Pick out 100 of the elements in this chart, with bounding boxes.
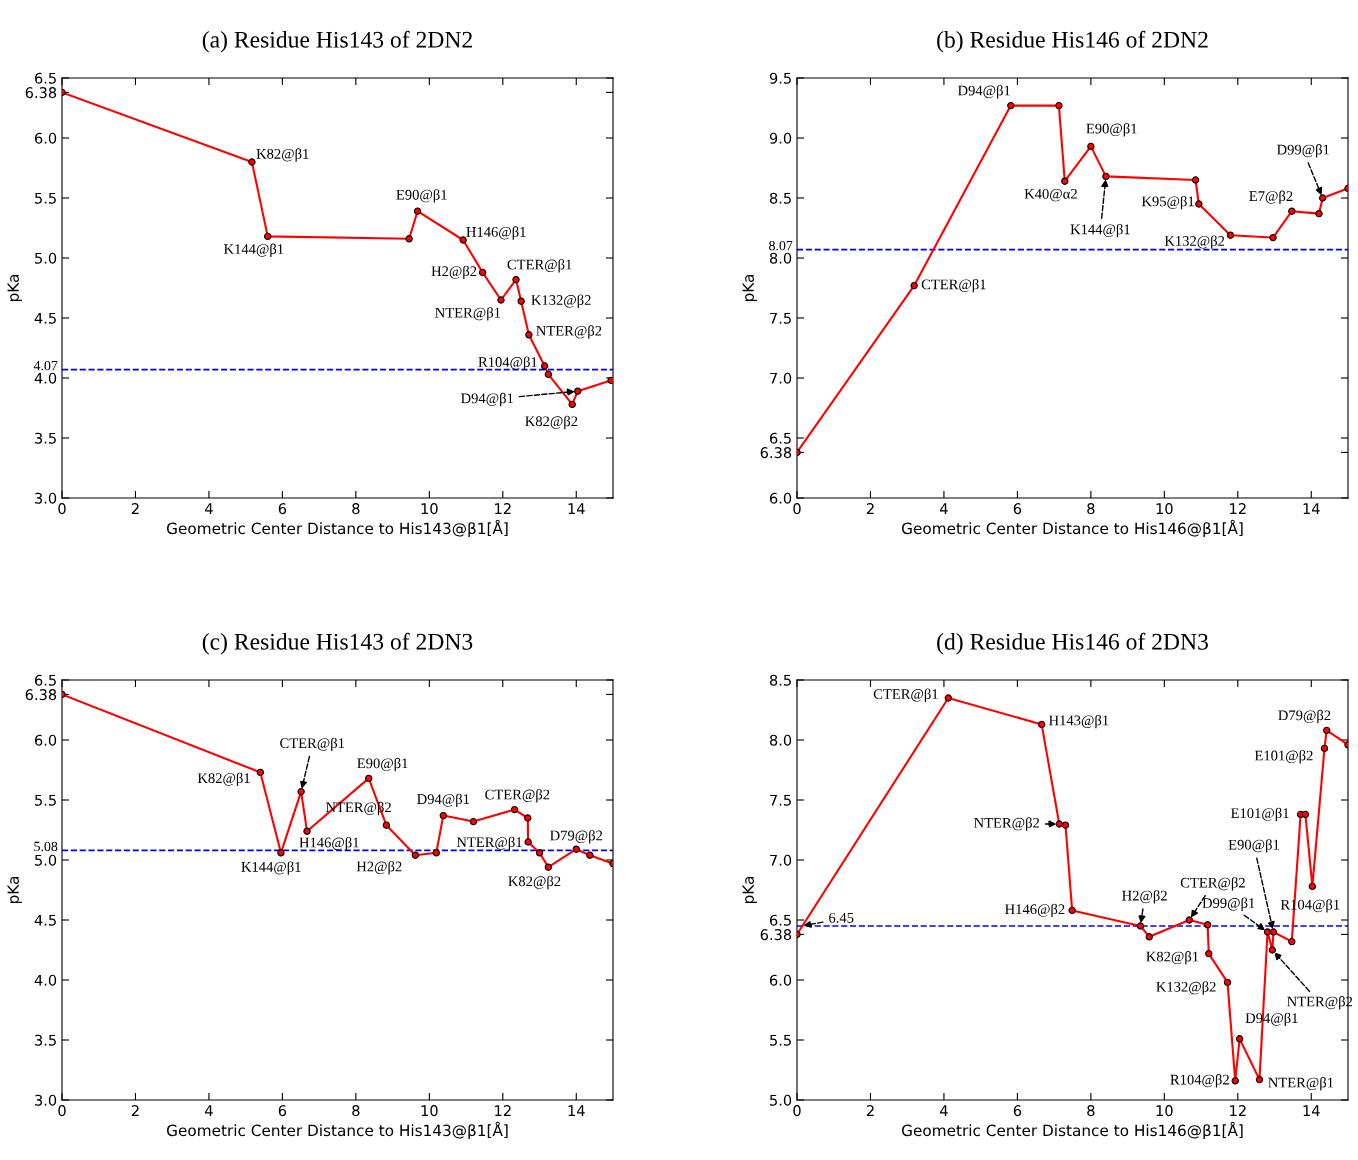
point bbox=[1102, 172, 1110, 181]
y-tick-label: 7.5 bbox=[770, 312, 791, 324]
annotation: K132@β2 bbox=[1164, 235, 1225, 249]
annotation: K82@β1 bbox=[197, 772, 250, 787]
y-tick-label: 6.0 bbox=[769, 492, 792, 504]
y-tick-label: 6.5 bbox=[34, 674, 56, 686]
point bbox=[1288, 207, 1296, 215]
annotation: D79@β2 bbox=[550, 830, 603, 844]
x-tick-label: 8 bbox=[1087, 503, 1095, 515]
annotation: E90@β1 bbox=[1086, 123, 1137, 137]
point bbox=[248, 158, 256, 166]
x-tick-label: 6 bbox=[1013, 1105, 1022, 1117]
y-tick-label: 6.0 bbox=[769, 974, 792, 986]
point bbox=[1068, 906, 1076, 915]
annotation: K40@α2 bbox=[1024, 188, 1077, 202]
y-tick-label: 6.38 bbox=[25, 689, 57, 701]
y-axis-title: pKa bbox=[7, 876, 22, 904]
x-tick-label: 6 bbox=[278, 1105, 287, 1117]
x-tick-label: 10 bbox=[1156, 1105, 1173, 1117]
annotation: R104@β1 bbox=[478, 356, 537, 370]
x-tick-label: 14 bbox=[1303, 1105, 1320, 1116]
x-axis-title: Geometric Center Distance to His143@β1[Å] bbox=[166, 1121, 508, 1140]
point bbox=[1087, 142, 1095, 151]
point bbox=[512, 275, 520, 284]
annotation: CTER@β1 bbox=[873, 688, 938, 702]
annotation: D94@β1 bbox=[957, 85, 1010, 99]
y-tick-label: 8.5 bbox=[769, 674, 791, 686]
annotation: CTER@β1 bbox=[921, 278, 986, 293]
annotation: K82@β1 bbox=[256, 148, 309, 162]
annotation: K132@β2 bbox=[531, 294, 591, 308]
point bbox=[586, 851, 594, 859]
point bbox=[910, 281, 918, 290]
annotation: H146@β2 bbox=[1005, 903, 1065, 918]
annotation: CTER@β1 bbox=[507, 259, 572, 273]
y-tick-label: 3.0 bbox=[35, 1094, 57, 1106]
x-tick-label: 0 bbox=[58, 1105, 66, 1117]
x-tick-label: 2 bbox=[131, 503, 139, 514]
y-tick-label: 3.0 bbox=[35, 492, 57, 504]
y-tick-label: 5.0 bbox=[35, 854, 57, 866]
annotation: K82@β1 bbox=[1146, 951, 1199, 965]
annotation: E101@β2 bbox=[1254, 750, 1313, 764]
point bbox=[1308, 882, 1317, 891]
point bbox=[413, 207, 422, 215]
y-tick-label: 5.5 bbox=[770, 1034, 791, 1046]
point bbox=[544, 863, 553, 871]
x-tick-label: 6 bbox=[278, 503, 287, 515]
y-axis-title: pKa bbox=[7, 274, 22, 302]
point bbox=[1268, 946, 1277, 954]
ref-line-label: 5.08 bbox=[34, 841, 58, 852]
y-tick-label: 6.38 bbox=[760, 929, 792, 941]
point bbox=[1231, 1077, 1239, 1085]
x-axis-title: Geometric Center Distance to His146@β1[Å] bbox=[901, 519, 1243, 538]
point bbox=[1320, 744, 1329, 753]
point bbox=[1061, 177, 1069, 185]
point bbox=[1288, 937, 1296, 946]
chart-title: (a) Residue His143 of 2DN2 bbox=[202, 30, 472, 53]
annotation: 6.45 bbox=[829, 912, 854, 923]
x-tick-label: 8 bbox=[352, 1105, 360, 1117]
y-tick-label: 5.5 bbox=[35, 794, 56, 806]
point bbox=[535, 849, 544, 857]
annotation: NTER@β1 bbox=[456, 836, 522, 851]
x-tick-label: 8 bbox=[352, 503, 360, 515]
point bbox=[524, 814, 532, 822]
y-tick-label: 8.5 bbox=[769, 192, 791, 204]
annotation: CTER@β2 bbox=[485, 789, 550, 803]
x-tick-label: 14 bbox=[568, 1105, 585, 1116]
x-tick-label: 2 bbox=[131, 1105, 139, 1116]
annotation: K132@β2 bbox=[1156, 981, 1216, 995]
annotation: E101@β1 bbox=[1231, 807, 1289, 822]
y-tick-label: 6.0 bbox=[34, 734, 57, 746]
y-tick-label: 9.5 bbox=[769, 72, 791, 84]
annotation: NTER@β1 bbox=[1268, 1077, 1334, 1091]
point bbox=[1323, 726, 1331, 735]
x-tick-label: 8 bbox=[1087, 1105, 1095, 1117]
point bbox=[1255, 1075, 1264, 1084]
y-tick-label: 3.5 bbox=[35, 1034, 56, 1046]
x-tick-label: 10 bbox=[1156, 503, 1173, 515]
annotation: CTER@β2 bbox=[1180, 877, 1245, 891]
point bbox=[574, 387, 582, 395]
point bbox=[1235, 1035, 1244, 1043]
point bbox=[1301, 810, 1310, 819]
annotation: E90@β1 bbox=[1228, 839, 1279, 853]
annotation: E90@β1 bbox=[357, 757, 408, 772]
y-tick-label: 6.5 bbox=[34, 72, 56, 84]
point bbox=[382, 821, 391, 829]
annotation: E7@β2 bbox=[1249, 190, 1293, 204]
x-tick-label: 12 bbox=[1230, 503, 1246, 514]
x-tick-label: 2 bbox=[866, 503, 874, 514]
point bbox=[1269, 928, 1278, 936]
y-tick-label: 9.0 bbox=[769, 132, 792, 144]
annotation: D99@β1 bbox=[1277, 144, 1329, 158]
y-tick-label: 8.0 bbox=[769, 252, 792, 264]
point bbox=[411, 851, 420, 859]
y-tick-label: 6.5 bbox=[769, 914, 791, 926]
point bbox=[264, 232, 272, 241]
x-axis-title: Geometric Center Distance to His146@β1[Å] bbox=[901, 1121, 1243, 1140]
x-tick-label: 12 bbox=[1230, 1105, 1246, 1116]
y-tick-label: 4.0 bbox=[34, 974, 57, 986]
point bbox=[1318, 194, 1327, 202]
y-tick-label: 4.5 bbox=[34, 312, 56, 324]
